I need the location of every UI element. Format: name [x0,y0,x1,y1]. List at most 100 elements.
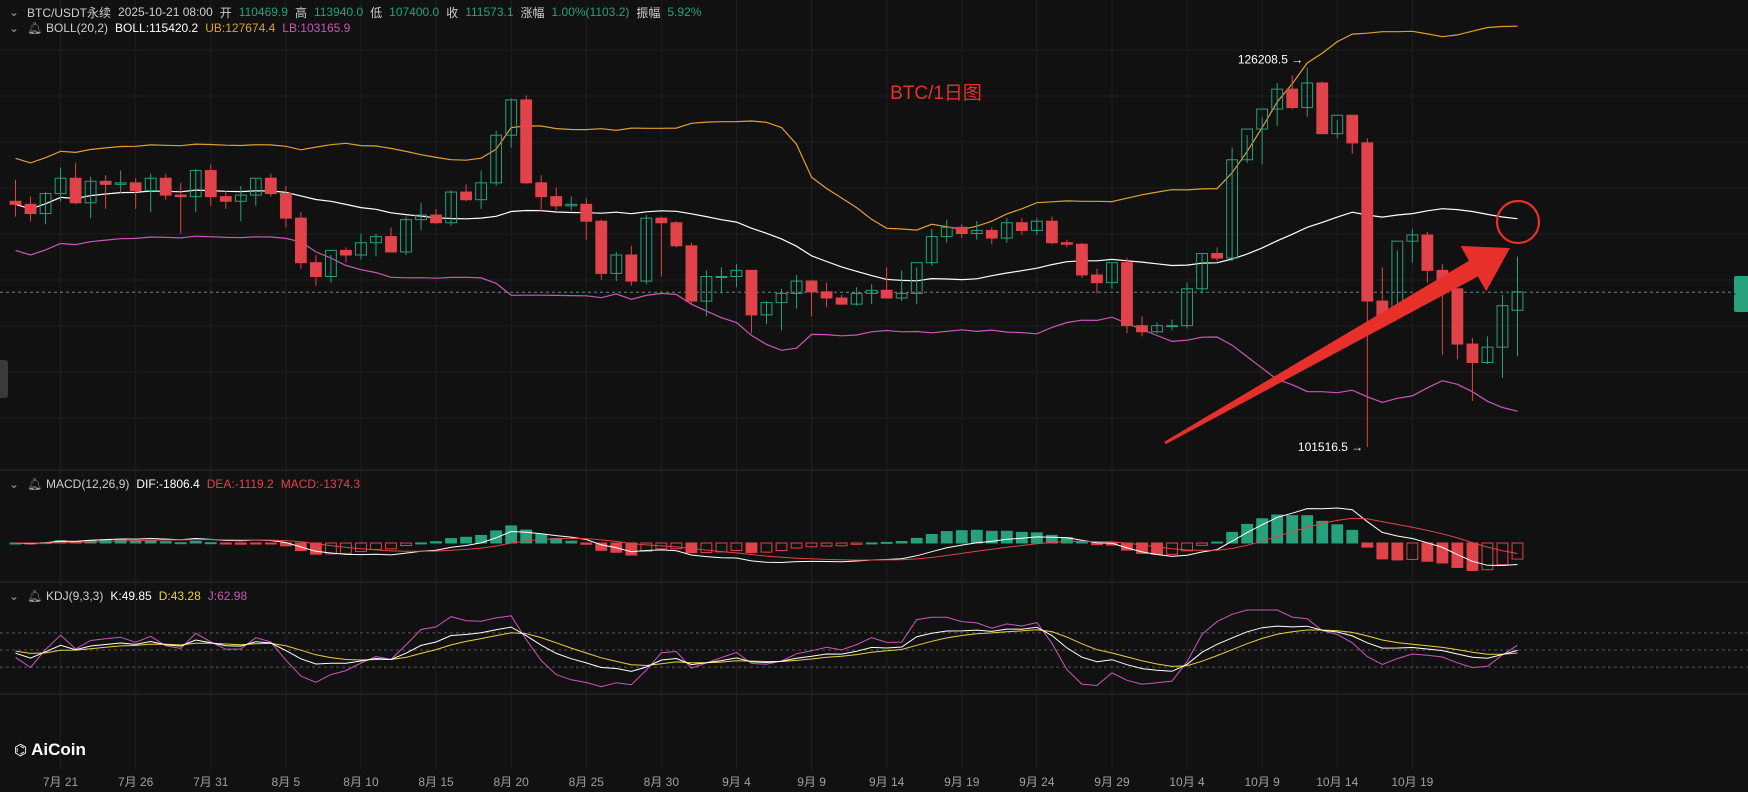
candle [430,208,442,225]
macd-bar [910,537,923,544]
candle [670,221,683,248]
macd-bar [1421,542,1434,562]
macd-bar [715,542,728,553]
candle-body [1121,262,1133,327]
candle [445,190,457,226]
macd-name[interactable]: MACD(12,26,9) [46,477,130,491]
macd-bar [1406,542,1419,560]
open-label: 开 [219,5,232,20]
candle [54,167,67,202]
candle [760,301,773,325]
x-tick-label: 10月 14 [1316,775,1358,789]
high-price-marker: 126208.5 → [1238,53,1303,67]
candle [24,196,37,222]
macd-bar [745,542,758,553]
macd-bar [144,539,157,544]
macd-bar [1466,542,1479,571]
candle [129,178,142,209]
kdj-d-value: D:43.28 [158,589,201,603]
macd-bar [1271,514,1284,544]
candle-body [1030,220,1043,231]
candle-body [174,194,187,198]
macd-bar [219,542,232,545]
chevron-down-icon[interactable]: ⌄ [8,477,20,491]
kdj-name[interactable]: KDJ(9,3,3) [46,589,104,603]
macd-bar [415,542,427,545]
candle-body [325,249,337,277]
macd-bar [580,542,593,545]
candle-body [1481,346,1494,363]
macd-bar [1000,530,1013,544]
macd-bar [1301,515,1314,544]
bell-icon[interactable]: 🔔︎ [27,589,43,603]
x-tick-label: 7月 31 [193,775,229,789]
chevron-down-icon[interactable]: ⌄ [8,589,20,603]
candle [1166,319,1178,331]
candle [745,269,758,334]
macd-bar [445,538,457,544]
bell-icon[interactable]: 🔔︎ [27,21,43,35]
x-tick-label: 8月 5 [272,775,301,789]
candle-body [189,170,202,198]
macd-bar [1511,542,1524,560]
macd-bar [385,542,397,550]
candle-body [790,280,803,294]
candle [1136,316,1148,337]
macd-bar [1136,542,1148,554]
candle-body [1166,325,1178,328]
candle [1361,138,1374,447]
candle [1196,252,1208,294]
candle-body [264,177,277,195]
candle-body [309,262,322,277]
candle [805,279,818,317]
candle-body [1106,262,1118,284]
candle-body [159,177,172,196]
candle-body [475,182,488,201]
x-tick-label: 9月 29 [1094,775,1130,789]
candle [1060,239,1073,248]
x-tick-label: 8月 30 [644,775,680,789]
change-label: 涨幅 [520,5,545,20]
symbol-label[interactable]: BTC/USDT永续 [27,5,112,20]
candle-body [745,269,758,316]
macd-bar [490,530,503,544]
candle-body [580,203,593,222]
macd-bar [1211,541,1224,544]
candle-body [1511,291,1524,311]
bell-icon[interactable]: 🔔︎ [27,477,43,491]
chevron-down-icon[interactable]: ⌄ [8,21,20,35]
sidebar-collapse-handle[interactable] [0,360,8,398]
chevron-down-icon[interactable]: ⌄ [8,5,20,19]
macd-bar [400,542,412,547]
candle-body [234,194,247,202]
x-tick-label: 10月 9 [1244,775,1280,789]
candle [850,287,863,306]
x-tick-label: 8月 10 [343,775,379,789]
candle [204,164,217,206]
macd-bar [174,542,187,545]
candle [385,227,397,253]
boll-name[interactable]: BOLL(20,2) [46,21,109,35]
macd-bar [1286,515,1299,544]
candle [84,176,97,219]
candle [1000,218,1013,243]
red-circle-annotation [1495,199,1541,245]
macd-bar [159,541,172,544]
candle [294,212,307,269]
candle-body [385,236,397,253]
macd-bar [1331,524,1344,544]
candle [1121,258,1133,334]
candle [174,182,187,234]
candle-body [1015,222,1028,231]
candle [520,95,533,185]
candle [1045,216,1058,245]
candle-body [730,269,743,278]
x-tick-label: 7月 26 [118,775,154,789]
candle [535,175,548,212]
macd-dea-value: DEA:-1119.2 [206,477,274,491]
macd-bar [1451,542,1464,568]
candle-body [910,262,923,294]
macd-bar [1496,542,1509,566]
macd-bar [204,542,217,545]
